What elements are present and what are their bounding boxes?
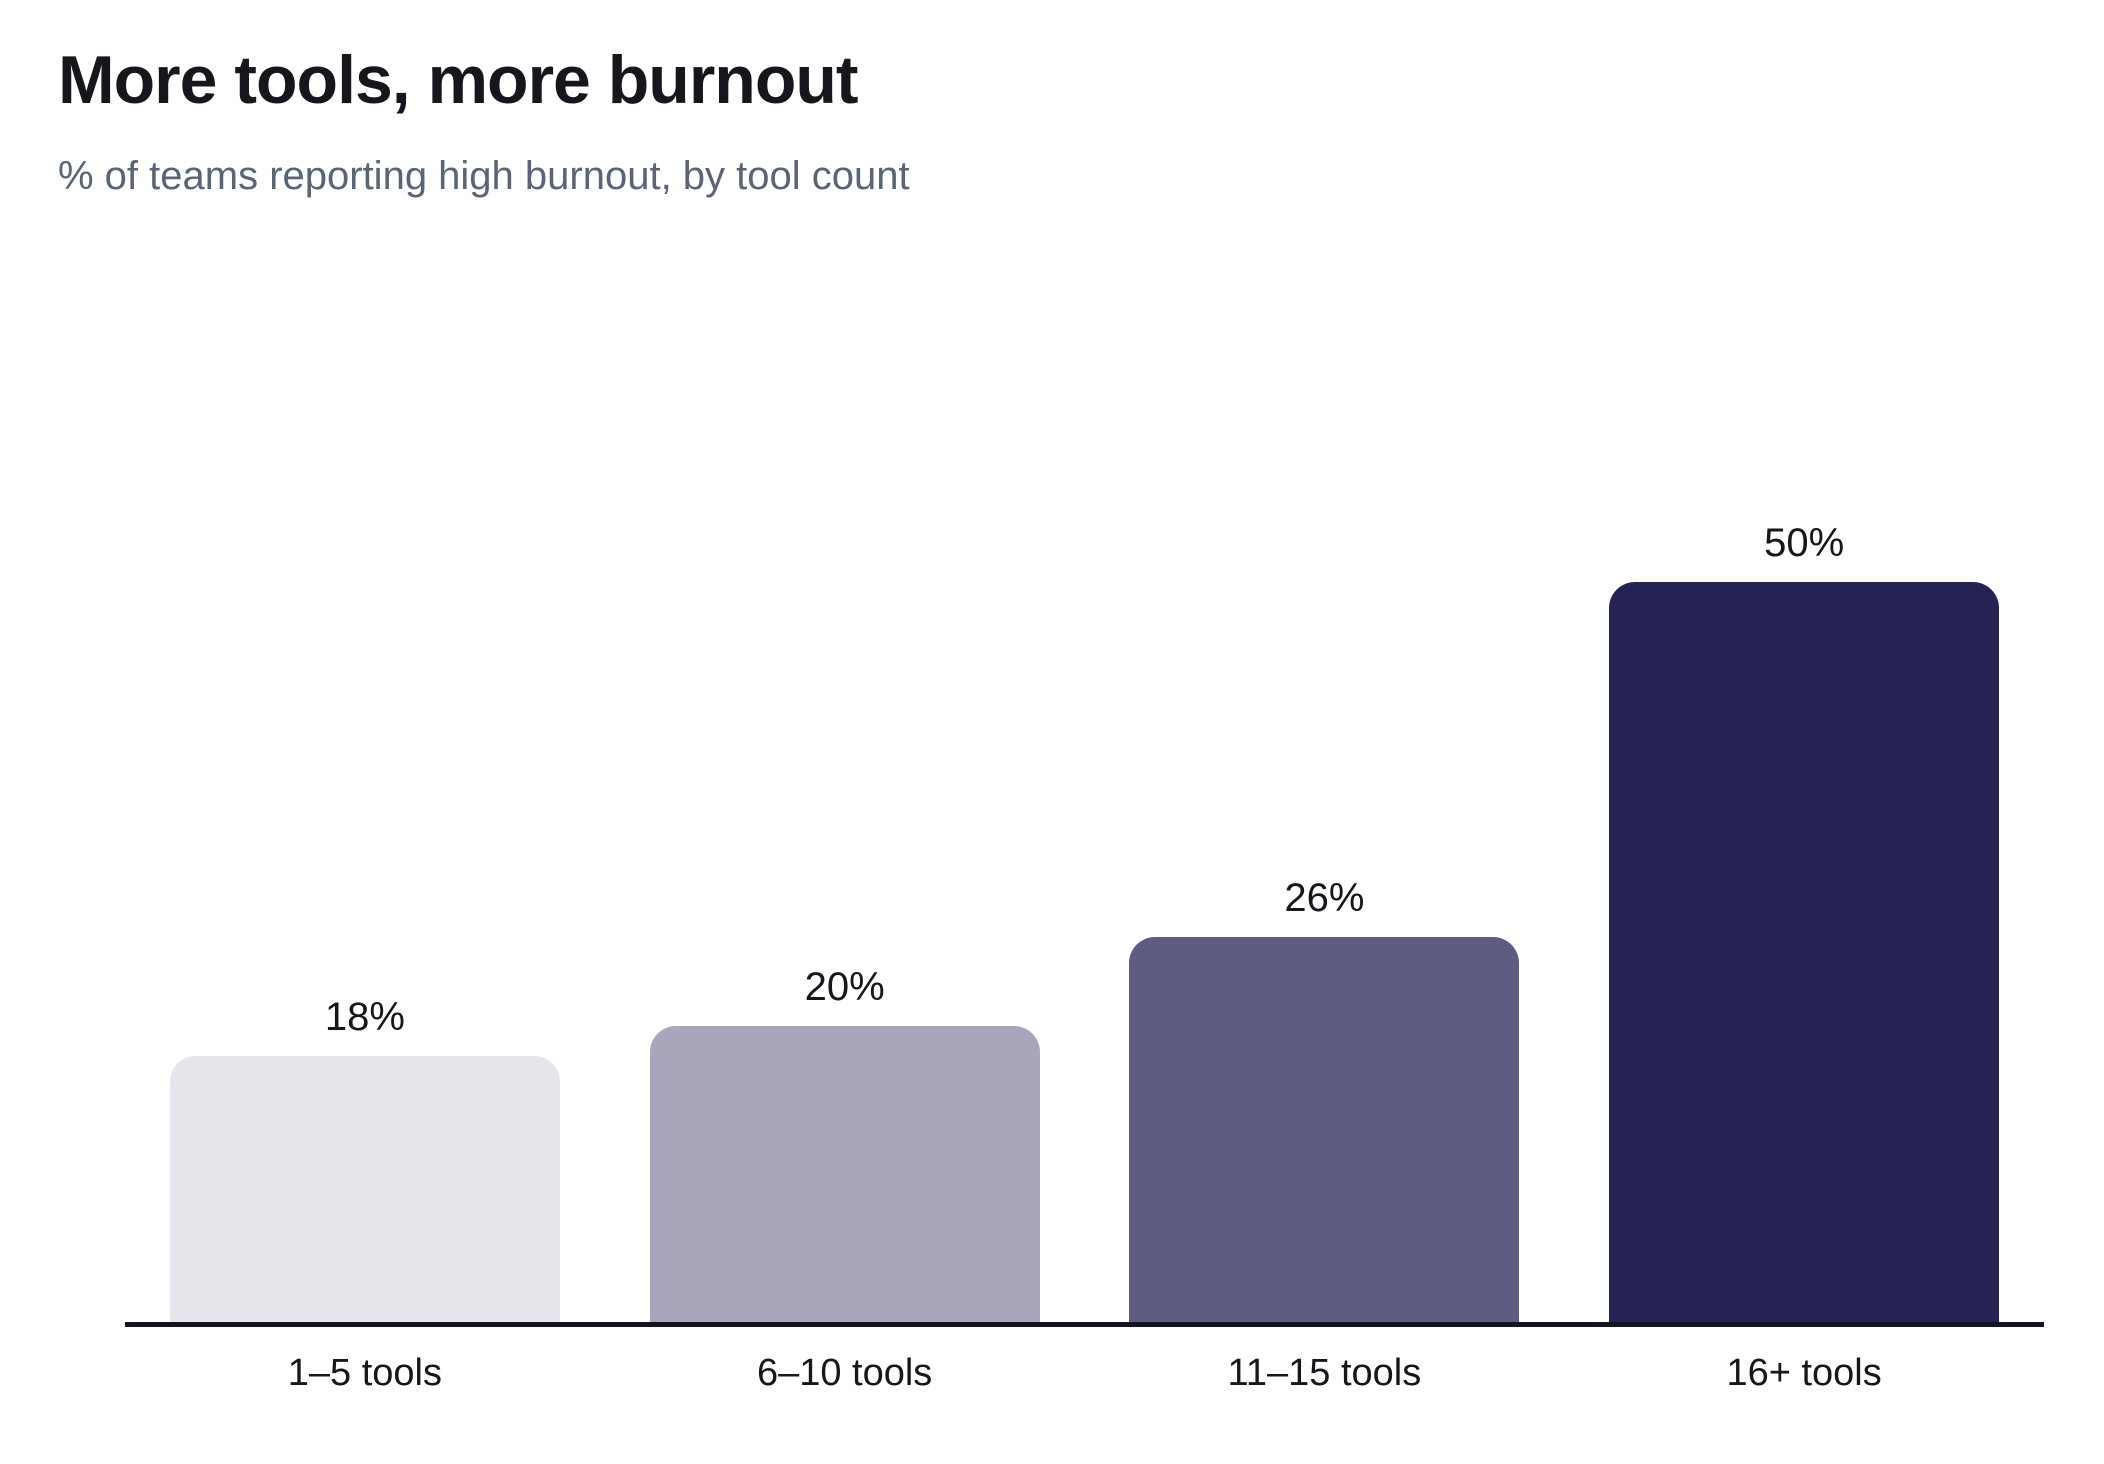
bar-group-3: 26% <box>1085 876 1565 1322</box>
bar-4 <box>1609 582 2000 1322</box>
category-label: 16+ tools <box>1726 1352 1882 1394</box>
bar-group-2: 20% <box>605 965 1085 1322</box>
bar-value-label: 20% <box>804 965 885 1009</box>
category-label: 6–10 tools <box>756 1352 933 1394</box>
bars: 18% 20% 26% 50% <box>125 521 2044 1322</box>
chart-header: More tools, more burnout % of teams repo… <box>58 40 910 200</box>
bar-value-label: 26% <box>1284 876 1365 920</box>
category-label: 1–5 tools <box>287 1352 442 1394</box>
chart-subtitle: % of teams reporting high burnout, by to… <box>58 154 910 199</box>
bar-value-label: 50% <box>1764 521 1845 565</box>
bar-1 <box>169 1056 560 1322</box>
bar-2 <box>649 1026 1040 1322</box>
bar-chart-plot: 18% 20% 26% 50% <box>125 427 2044 1327</box>
category-labels: 1–5 tools 6–10 tools 11–15 tools 16+ tools <box>125 1352 2044 1395</box>
bar-3 <box>1129 937 1520 1322</box>
category-label: 11–15 tools <box>1227 1352 1422 1394</box>
chart-title: More tools, more burnout <box>58 42 859 118</box>
bar-group-4: 50% <box>1564 521 2044 1322</box>
x-axis-line <box>125 1322 2044 1327</box>
bar-group-1: 18% <box>125 995 605 1322</box>
bar-value-label: 18% <box>324 995 405 1039</box>
